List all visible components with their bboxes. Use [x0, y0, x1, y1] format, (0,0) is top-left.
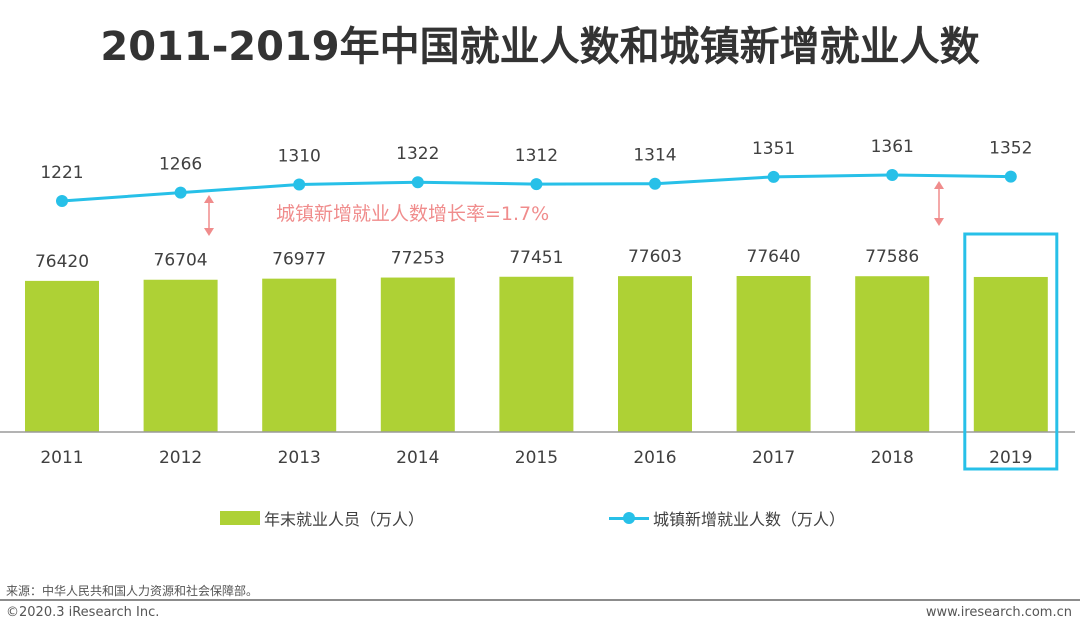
- line-value-label-2011: 1221: [40, 163, 83, 183]
- x-tick-label-2013: 2013: [278, 448, 321, 468]
- line-value-label-2018: 1361: [871, 137, 914, 157]
- bar-2012: [143, 279, 218, 432]
- x-tick-label-2012: 2012: [159, 448, 202, 468]
- bar-2014: [380, 277, 455, 432]
- line-value-label-2015: 1312: [515, 146, 558, 166]
- line-value-label-2016: 1314: [633, 146, 676, 166]
- bar-value-label-2016: 77603: [628, 247, 682, 267]
- line-value-labels: 1221 1266 1310 1322 1312 1314 1351 1361 1352: [40, 137, 1032, 183]
- x-tick-label-2016: 2016: [633, 448, 676, 468]
- line-value-label-2017: 1351: [752, 139, 795, 159]
- legend-item-line: 城镇新增就业人数（万人）: [609, 506, 845, 530]
- line-point-2011: [56, 195, 68, 207]
- bar-2019: [973, 276, 1048, 432]
- bar-2018: [855, 276, 930, 432]
- arrow-head-up-icon: [934, 181, 944, 189]
- x-tick-label-2014: 2014: [396, 448, 439, 468]
- arrow-head-up-icon: [204, 195, 214, 203]
- legend-line-label: 城镇新增就业人数（万人）: [653, 510, 846, 529]
- highlight-box-2019: [963, 232, 1059, 471]
- line-point-2013: [293, 178, 306, 191]
- line-point-2019: [1004, 170, 1017, 183]
- bar-2016: [618, 276, 692, 432]
- growth-rate-annotation: 城镇新增就业人数增长率=1.7%: [276, 203, 549, 225]
- bar-value-label-2013: 76977: [272, 250, 326, 270]
- footer-divider: [0, 599, 1080, 601]
- legend-bar-swatch-icon: [220, 511, 260, 525]
- bar-2013: [262, 278, 337, 432]
- line-value-label-2019: 1352: [989, 139, 1032, 159]
- line-point-2012: [174, 186, 187, 199]
- x-tick-labels: 2011 2012 2013 2014 2015 2016 2017 2018 2019: [40, 448, 1032, 468]
- bar-2015: [499, 276, 574, 432]
- bar-2011: [25, 280, 99, 432]
- arrow-head-down-icon: [204, 228, 214, 236]
- x-tick-label-2019: 2019: [989, 448, 1032, 468]
- bar-value-label-2011: 76420: [35, 252, 89, 272]
- copyright: ©2020.3 iResearch Inc.: [6, 605, 160, 620]
- chart-canvas: 76420 76704 76977 77253 77451 77603 77640 77586…: [0, 137, 1075, 471]
- arrow-head-down-icon: [934, 218, 944, 226]
- line-point-2018: [886, 169, 899, 181]
- line-value-label-2013: 1310: [278, 146, 321, 166]
- line-point-2014: [411, 176, 424, 189]
- line-value-label-2014: 1322: [396, 144, 439, 164]
- legend-line-marker-icon: [609, 511, 649, 525]
- line-point-2015: [530, 178, 543, 191]
- bar-value-label-2018: 77586: [865, 247, 919, 267]
- growth-arrows: [204, 181, 944, 236]
- line-series: [56, 169, 1017, 207]
- x-tick-label-2018: 2018: [871, 448, 914, 468]
- x-tick-label-2017: 2017: [752, 448, 795, 468]
- legend-bar-label: 年末就业人员（万人）: [264, 510, 425, 529]
- line-point-2017: [767, 170, 780, 183]
- bar-value-label-2012: 76704: [154, 251, 208, 271]
- x-tick-label-2015: 2015: [515, 448, 558, 468]
- bar-value-label-2017: 77640: [747, 247, 801, 267]
- source-note: 来源：中华人民共和国人力资源和社会保障部。: [6, 584, 259, 598]
- bar-series: [25, 276, 1048, 432]
- line-point-2016: [649, 177, 661, 190]
- bar-value-label-2015: 77451: [509, 248, 563, 268]
- bar-value-label-2014: 77253: [391, 249, 445, 269]
- bar-value-labels: 76420 76704 76977 77253 77451 77603 77640 77586: [35, 247, 919, 272]
- legend-item-bar: 年末就业人员（万人）: [220, 506, 424, 530]
- bar-2017: [736, 276, 811, 432]
- line-value-label-2012: 1266: [159, 155, 202, 175]
- chart-title: 2011-2019年中国就业人数和城镇新增就业人数: [100, 24, 980, 70]
- website-link[interactable]: www.iresearch.com.cn: [925, 605, 1072, 620]
- x-tick-label-2011: 2011: [40, 448, 83, 468]
